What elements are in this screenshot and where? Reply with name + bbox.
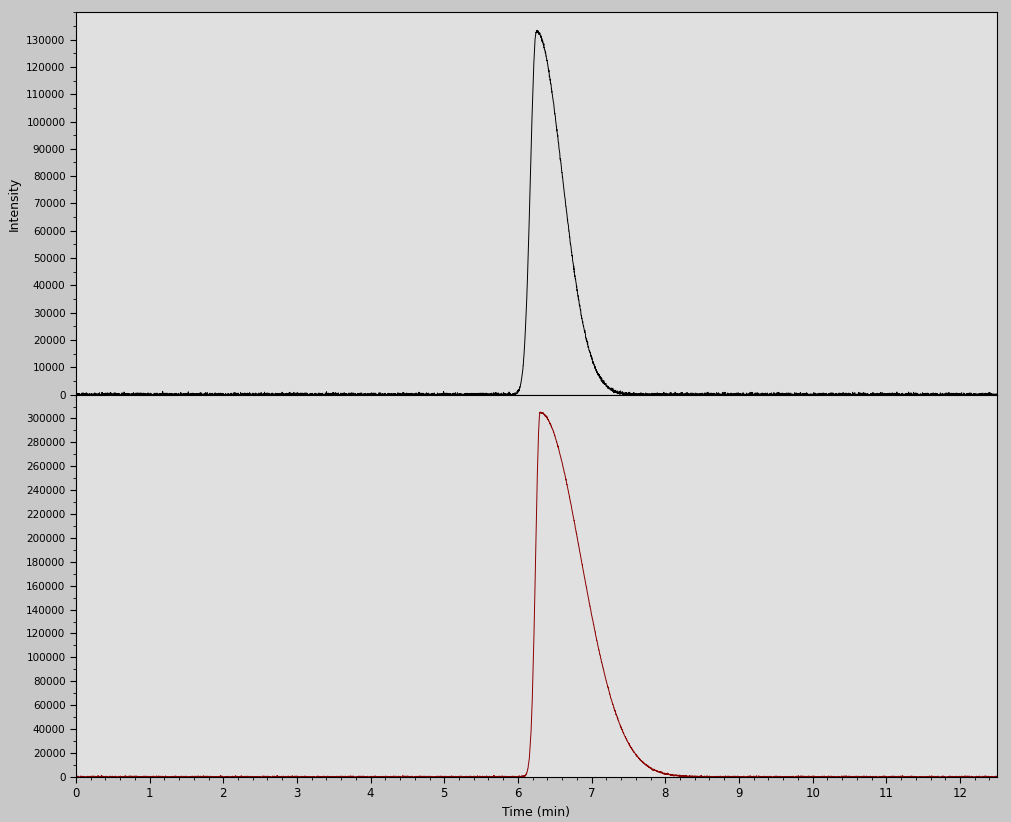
Y-axis label: Intensity: Intensity <box>8 177 20 230</box>
X-axis label: Time (min): Time (min) <box>501 806 570 819</box>
